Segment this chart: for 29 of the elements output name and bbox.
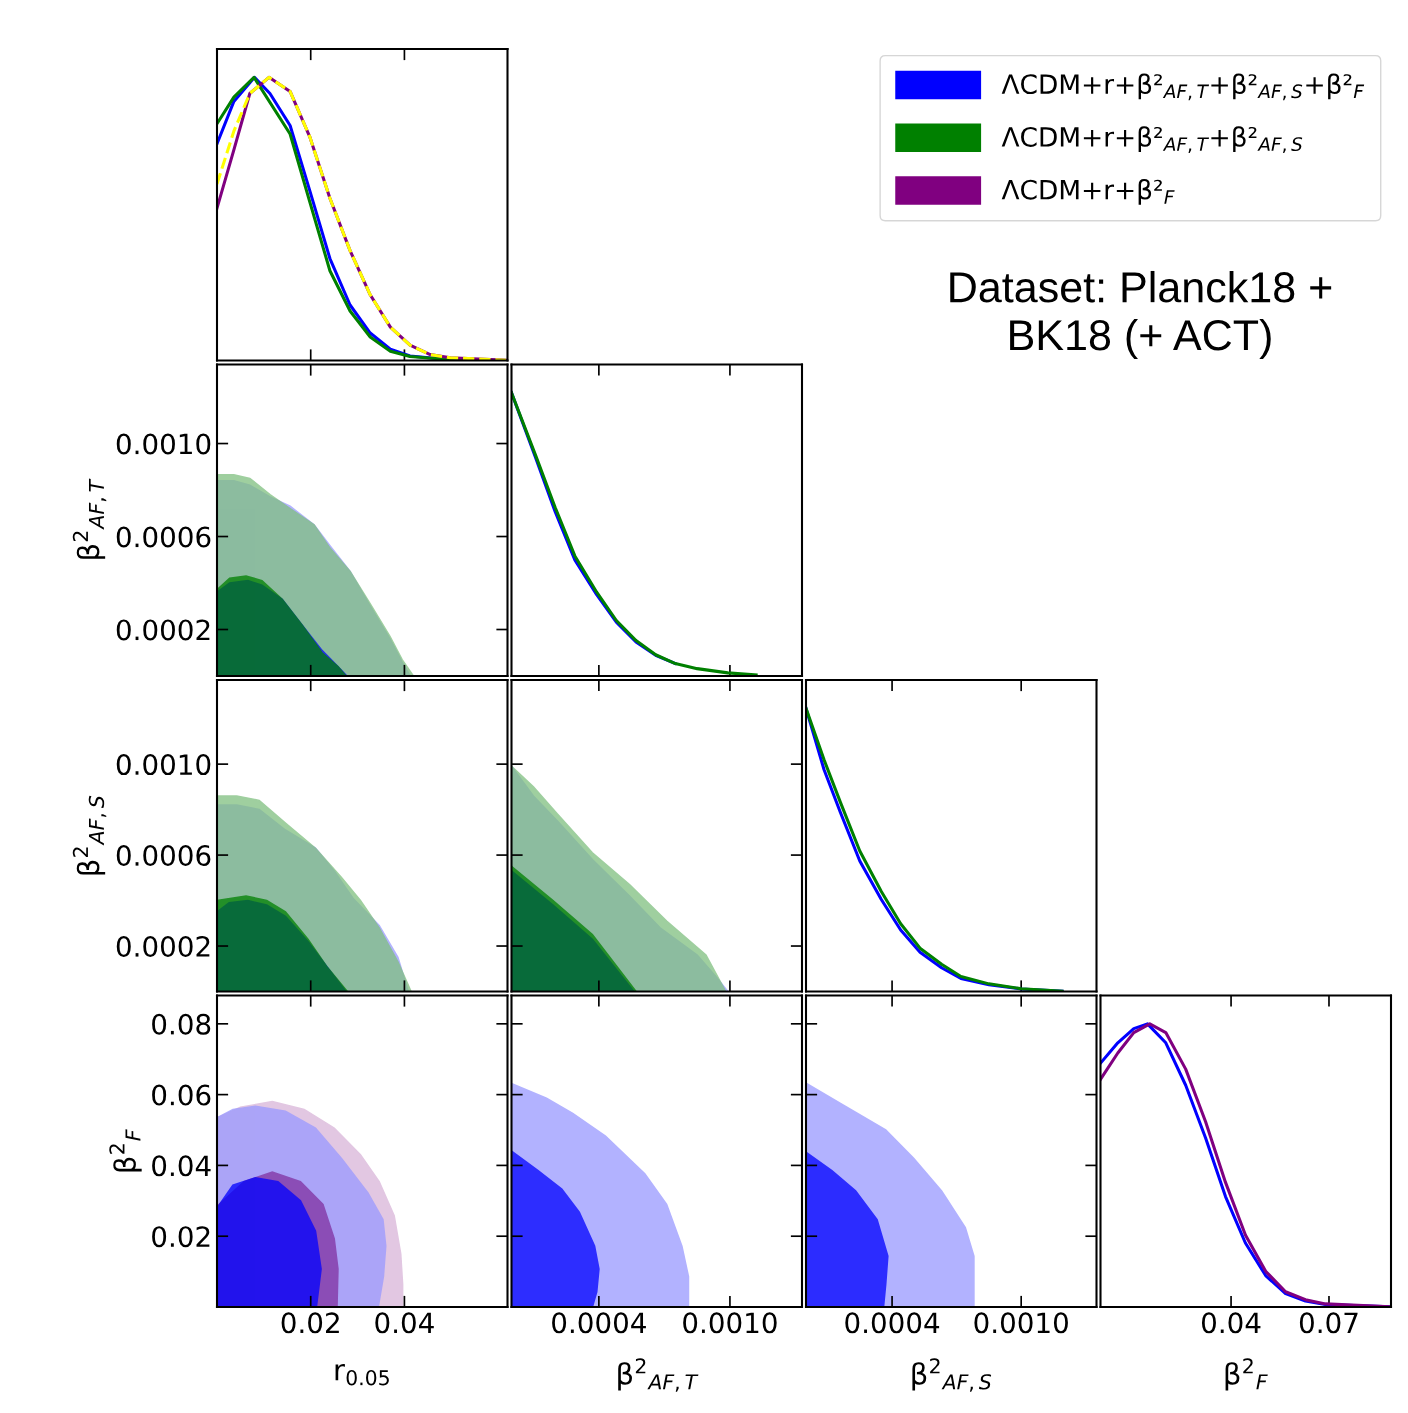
y-axis-title: β$^{2}$$_{AF,T}$	[72, 478, 107, 559]
x-tick-label: 0.07	[1299, 1312, 1358, 1334]
legend-label: ΛCDM+r+β²$_{AF,T}$+β²$_{AF,S}$	[1001, 126, 1303, 153]
x-axis-title: β$^{2}$$_{AF,S}$	[912, 1358, 992, 1392]
y-axis-title: β$^{2}$$_{AF,S}$	[72, 795, 107, 875]
x-tick-label: 0.04	[1201, 1312, 1261, 1334]
x-tick-label: 0.0004	[552, 1312, 646, 1334]
x-axis-title: r$_{0.05}$	[335, 1364, 389, 1386]
y-tick-label: 0.06	[152, 1084, 211, 1106]
y-tick-label: 0.08	[152, 1013, 211, 1035]
y-tick-label: 0.0010	[116, 754, 211, 776]
x-axis-title: β$^{2}$$_{F}$	[1225, 1358, 1268, 1391]
y-tick-label: 0.0006	[116, 526, 211, 548]
legend-label: ΛCDM+r+β²$_{F}$	[1001, 179, 1175, 205]
y-tick-label: 0.0006	[116, 845, 211, 867]
y-tick-label: 0.0010	[116, 433, 211, 455]
y-tick-label: 0.0002	[116, 935, 210, 957]
x-axis-title: β$^{2}$$_{AF,T}$	[618, 1358, 699, 1392]
y-tick-label: 0.02	[152, 1226, 210, 1248]
x-tick-label: 0.0010	[683, 1312, 777, 1334]
x-tick-label: 0.04	[375, 1312, 434, 1334]
y-tick-label: 0.0002	[116, 619, 210, 641]
x-tick-label: 0.0004	[845, 1312, 940, 1334]
y-tick-label: 0.04	[152, 1155, 211, 1177]
text: Dataset: Planck18 + BK18 (+ ACT)	[950, 270, 1332, 360]
x-tick-label: 0.0010	[974, 1312, 1068, 1334]
legend-label: ΛCDM+r+β²$_{AF,T}$+β²$_{AF,S}$+β²$_{F}$	[1001, 73, 1365, 101]
y-axis-title: β$^{2}$$_{F}$	[109, 1129, 142, 1172]
x-tick-label: 0.02	[281, 1312, 339, 1334]
